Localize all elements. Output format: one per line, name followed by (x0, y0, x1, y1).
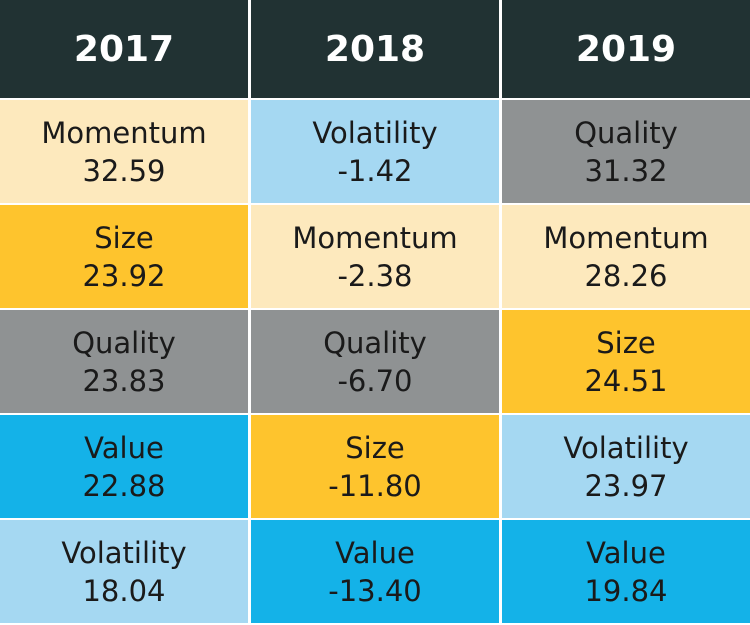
table-cell-momentum: Momentum 28.26 (502, 205, 750, 308)
table-cell-quality: Quality 23.83 (0, 310, 248, 413)
factor-label: Size (94, 220, 154, 255)
table-cell-momentum: Momentum 32.59 (0, 100, 248, 203)
table-cell-value: Value 22.88 (0, 415, 248, 518)
return-value: 32.59 (82, 153, 166, 188)
factor-label: Momentum (41, 115, 207, 150)
factor-label: Value (84, 430, 164, 465)
table-cell-volatility: Volatility 18.04 (0, 520, 248, 623)
factor-label: Quality (72, 325, 176, 360)
table-cell-value: Value -13.40 (251, 520, 499, 623)
column-header-2017: 2017 (0, 0, 248, 98)
factor-label: Quality (574, 115, 678, 150)
table-cell-value: Value 19.84 (502, 520, 750, 623)
return-value: -11.80 (328, 468, 422, 503)
column-header-2018: 2018 (251, 0, 499, 98)
return-value: 24.51 (584, 363, 668, 398)
column-header-2019: 2019 (502, 0, 750, 98)
return-value: -6.70 (337, 363, 413, 398)
return-value: -1.42 (337, 153, 413, 188)
return-value: 23.97 (584, 468, 668, 503)
factor-label: Volatility (563, 430, 689, 465)
return-value: 28.26 (584, 258, 668, 293)
return-value: 31.32 (584, 153, 668, 188)
table-cell-quality: Quality 31.32 (502, 100, 750, 203)
table-cell-volatility: Volatility -1.42 (251, 100, 499, 203)
table-cell-size: Size 23.92 (0, 205, 248, 308)
return-value: -13.40 (328, 573, 422, 608)
factor-label: Volatility (312, 115, 438, 150)
return-value: 23.83 (82, 363, 166, 398)
factor-label: Momentum (543, 220, 709, 255)
factor-label: Size (596, 325, 656, 360)
factor-label: Value (586, 535, 666, 570)
return-value: 23.92 (82, 258, 166, 293)
return-value: 18.04 (82, 573, 166, 608)
factor-label: Size (345, 430, 405, 465)
return-value: 22.88 (82, 468, 166, 503)
factor-label: Volatility (61, 535, 187, 570)
table-cell-size: Size -11.80 (251, 415, 499, 518)
return-value: -2.38 (337, 258, 413, 293)
factor-label: Momentum (292, 220, 458, 255)
table-cell-volatility: Volatility 23.97 (502, 415, 750, 518)
table-cell-momentum: Momentum -2.38 (251, 205, 499, 308)
factor-label: Value (335, 535, 415, 570)
table-cell-quality: Quality -6.70 (251, 310, 499, 413)
return-value: 19.84 (584, 573, 668, 608)
table-cell-size: Size 24.51 (502, 310, 750, 413)
factor-label: Quality (323, 325, 427, 360)
